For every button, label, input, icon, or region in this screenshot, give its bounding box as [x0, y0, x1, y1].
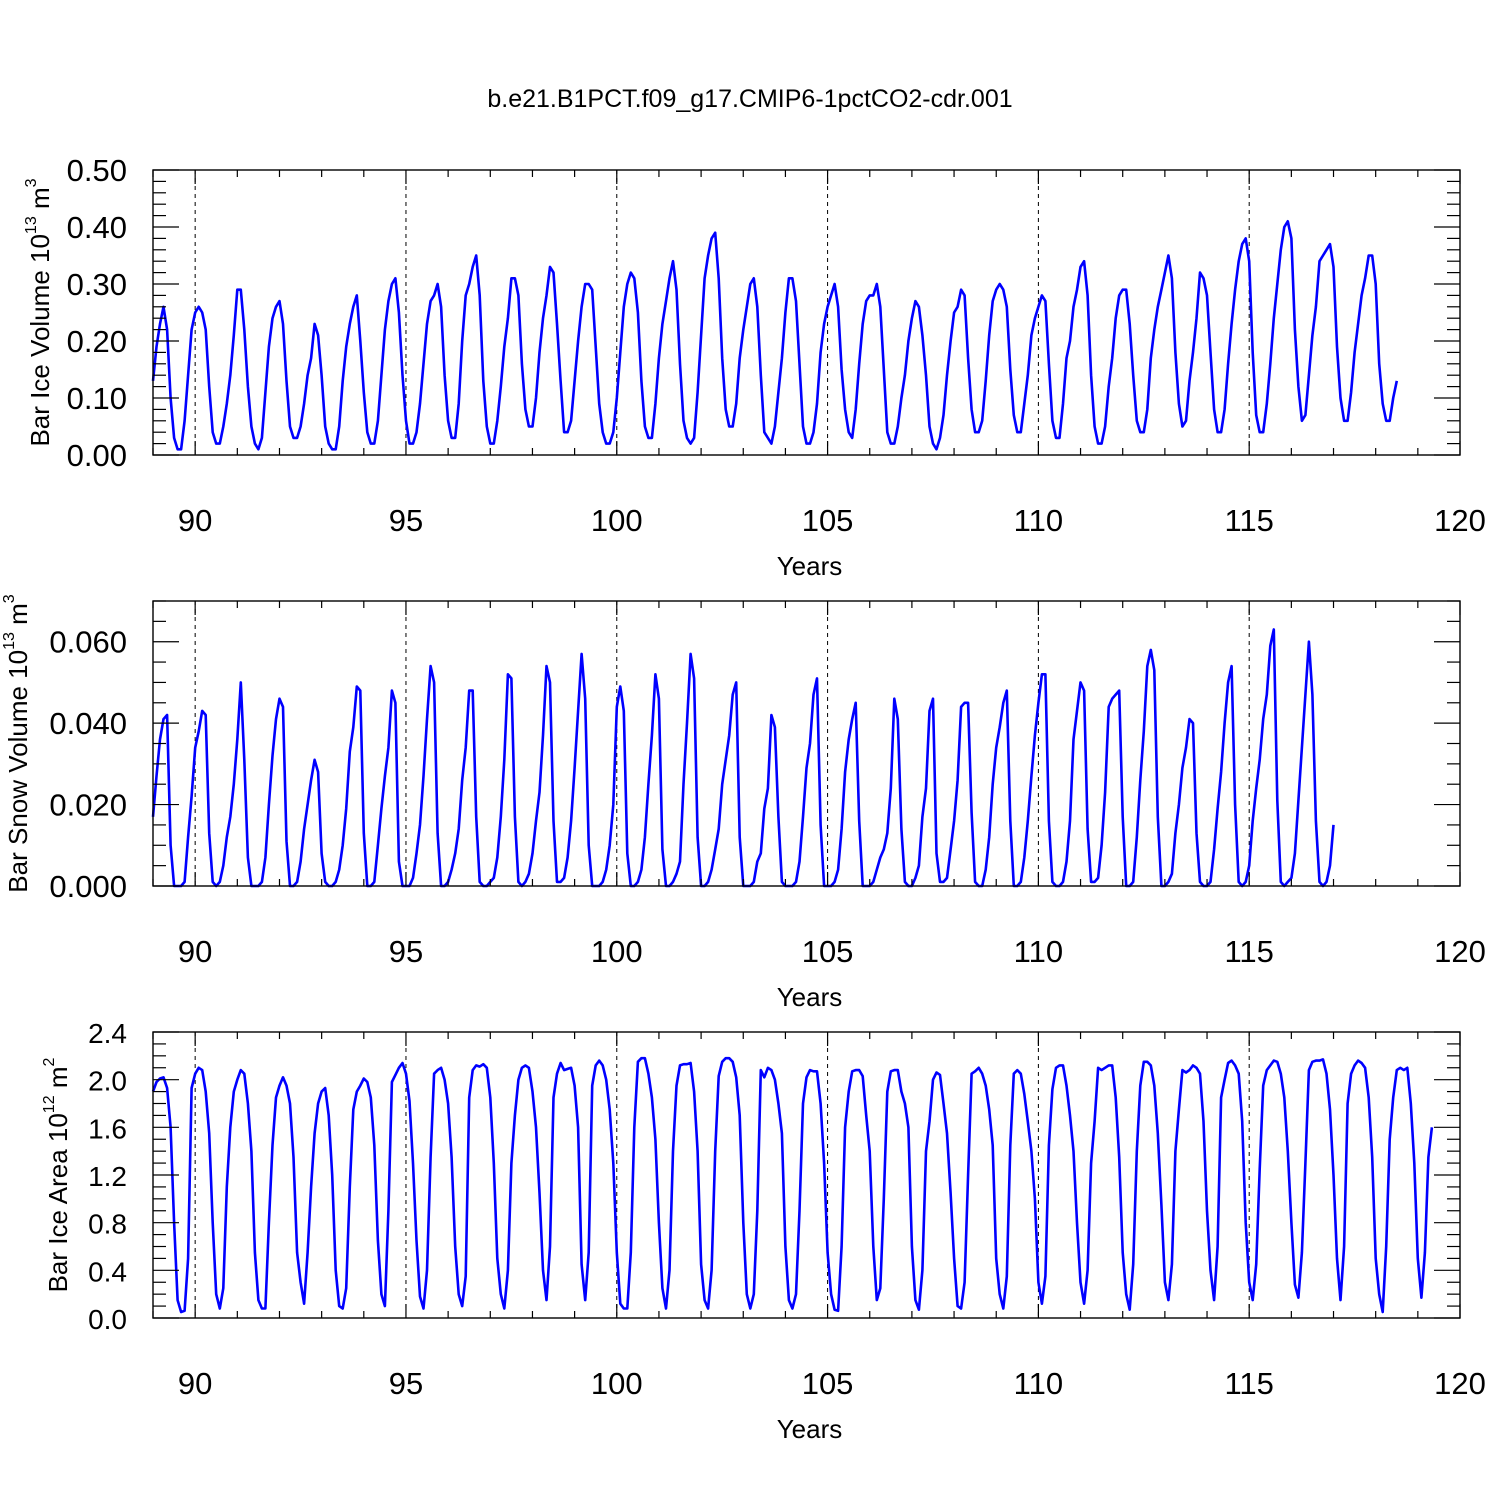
y-axis-label-unit: m [3, 603, 33, 632]
y-tick-label: 0.020 [49, 788, 127, 823]
y-axis-label: Bar Ice Area 1012 m2 [41, 1057, 73, 1292]
y-tick-label: 2.0 [88, 1066, 127, 1097]
y-axis-label-exponent: 13 [23, 216, 40, 234]
x-tick-label: 115 [1224, 934, 1273, 969]
x-tick-label: 110 [1014, 503, 1063, 538]
y-tick-label: 0.000 [49, 869, 127, 904]
series-line [151, 1056, 1434, 1314]
x-tick-label: 110 [1014, 1366, 1063, 1401]
y-tick-label: 2.4 [88, 1018, 127, 1049]
x-tick-label: 110 [1014, 934, 1063, 969]
x-tick-label: 100 [591, 934, 643, 969]
y-tick-label: 0.00 [67, 438, 127, 473]
x-tick-label: 90 [178, 1366, 212, 1401]
x-tick-label: 90 [178, 503, 212, 538]
y-tick-label: 1.6 [88, 1113, 127, 1144]
x-tick-label: 90 [178, 934, 212, 969]
plot-frame [152, 169, 1461, 456]
panel-3: 90 95 100 105 110 115 120 Years 0.0 0.4 0.8 1.2 1.6 2… [41, 1018, 1486, 1444]
y-axis-label-exponent: 12 [41, 1095, 58, 1113]
x-tick-label: 115 [1224, 1366, 1273, 1401]
x-tick-label: 120 [1434, 1366, 1486, 1401]
panels: 90 95 100 105 110 115 120 Years 0.00 0.10 0.20 0.30… [1, 153, 1486, 1444]
y-tick-label: 0.040 [49, 706, 127, 741]
y-axis-label-unit-exponent: 3 [23, 178, 40, 187]
y-axis-label-text: Bar Ice Volume 10 [25, 234, 55, 446]
panel-1: 90 95 100 105 110 115 120 Years 0.00 0.10 0.20 0.30… [23, 153, 1486, 581]
y-tick-label: 0.40 [67, 210, 127, 245]
y-axis-label-unit-exponent: 3 [1, 594, 18, 603]
y-axis-label-unit: m [25, 187, 55, 216]
y-axis-label-unit: m [43, 1066, 73, 1095]
y-axis-label: Bar Ice Volume 1013 m3 [23, 178, 55, 446]
y-axis-label-text: Bar Snow Volume 10 [3, 650, 33, 893]
y-axis-label: Bar Snow Volume 1013 m3 [1, 594, 33, 893]
y-tick-label: 0.50 [67, 153, 127, 188]
x-tick-label: 105 [802, 1366, 854, 1401]
y-axis-label-text: Bar Ice Area 10 [43, 1113, 73, 1292]
y-axis-label-exponent: 13 [1, 632, 18, 650]
y-tick-label: 0.0 [88, 1304, 127, 1335]
x-tick-label: 100 [591, 503, 643, 538]
x-tick-label: 95 [389, 503, 423, 538]
figure-title: b.e21.B1PCT.f09_g17.CMIP6-1pctCO2-cdr.00… [487, 85, 1012, 113]
x-tick-label: 95 [389, 934, 423, 969]
y-tick-label: 1.2 [88, 1161, 127, 1192]
x-axis-label: Years [777, 1414, 843, 1444]
x-tick-label: 105 [802, 503, 854, 538]
y-tick-label: 0.8 [88, 1209, 127, 1240]
y-tick-label: 0.30 [67, 267, 127, 302]
y-axis-label-unit-exponent: 2 [41, 1057, 58, 1066]
y-tick-label: 0.4 [88, 1256, 127, 1287]
x-tick-label: 95 [389, 1366, 423, 1401]
x-tick-label: 105 [802, 934, 854, 969]
x-tick-label: 100 [591, 1366, 643, 1401]
y-tick-label: 0.20 [67, 324, 127, 359]
x-tick-label: 120 [1434, 934, 1486, 969]
panel-2: 90 95 100 105 110 115 120 Years 0.000 0.020 0.040 0… [1, 594, 1486, 1012]
x-tick-label: 115 [1224, 503, 1273, 538]
y-tick-label: 0.10 [67, 381, 127, 416]
x-tick-label: 120 [1434, 503, 1486, 538]
x-axis-label: Years [777, 551, 843, 581]
series-line [151, 220, 1399, 451]
y-tick-label: 0.060 [49, 625, 127, 660]
x-axis-label: Years [777, 982, 843, 1012]
